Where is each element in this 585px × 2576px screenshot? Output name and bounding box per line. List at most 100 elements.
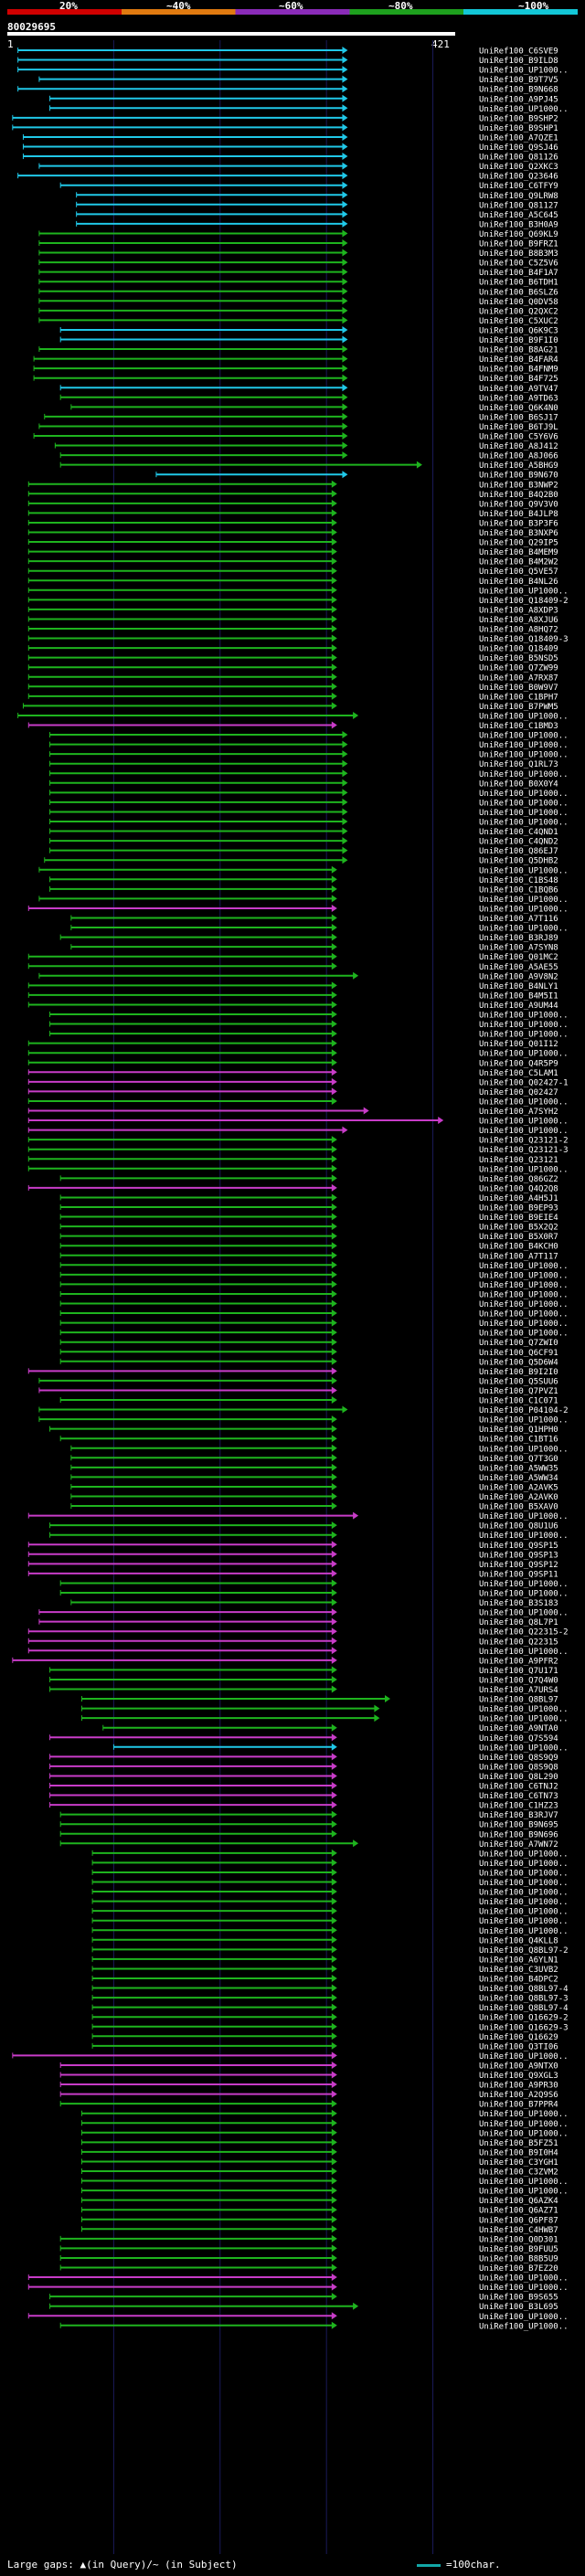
hit-row[interactable]: UniRef100_B3NXP6 xyxy=(27,528,558,539)
hit-row[interactable]: UniRef100_UP1000.. xyxy=(27,1117,569,1127)
hit-row[interactable]: UniRef100_B8B5U9 xyxy=(59,2253,558,2264)
hit-label[interactable]: UniRef100_A7QZE1 xyxy=(479,133,558,143)
hit-row[interactable]: UniRef100_Q9V3V0 xyxy=(27,499,558,510)
hit-row[interactable]: UniRef100_C1BQB6 xyxy=(49,885,558,896)
hit-label[interactable]: UniRef100_B7PWM5 xyxy=(479,703,558,712)
hit-row[interactable]: UniRef100_Q6AZ71 xyxy=(80,2206,558,2216)
hit-row[interactable]: UniRef100_UP1000.. xyxy=(27,1049,569,1059)
hit-label[interactable]: UniRef100_Q6CF91 xyxy=(479,1349,558,1358)
hit-label[interactable]: UniRef100_Q01MC2 xyxy=(479,953,558,962)
hit-row[interactable]: UniRef100_B3RJV7 xyxy=(59,1810,558,1821)
hit-row[interactable]: UniRef100_B6SJ17 xyxy=(44,412,558,423)
hit-row[interactable]: UniRef100_Q7ZWI0 xyxy=(59,1338,558,1349)
hit-label[interactable]: UniRef100_B3NWP2 xyxy=(479,481,558,490)
hit-label[interactable]: UniRef100_UP1000.. xyxy=(479,2274,569,2284)
hit-row[interactable]: UniRef100_UP1000.. xyxy=(80,2128,569,2139)
hit-label[interactable]: UniRef100_UP1000.. xyxy=(479,67,569,76)
hit-row[interactable]: UniRef100_A5C645 xyxy=(76,210,558,220)
hit-row[interactable]: UniRef100_B8B3M3 xyxy=(38,249,558,260)
hit-row[interactable]: UniRef100_UP1000.. xyxy=(91,1907,569,1917)
hit-label[interactable]: UniRef100_C3YGH1 xyxy=(479,2158,558,2168)
hit-row[interactable]: UniRef100_C6TNJ2 xyxy=(49,1782,558,1792)
hit-label[interactable]: UniRef100_Q6AZ71 xyxy=(479,2207,558,2216)
hit-label[interactable]: UniRef100_UP1000.. xyxy=(479,1512,569,1521)
hit-row[interactable]: UniRef100_Q1HPH0 xyxy=(49,1425,558,1436)
hit-label[interactable]: UniRef100_A5BHG9 xyxy=(479,461,558,471)
hit-row[interactable]: UniRef100_Q29IP5 xyxy=(27,538,558,548)
hit-label[interactable]: UniRef100_B4FNM9 xyxy=(479,366,558,375)
hit-label[interactable]: UniRef100_B5X0R7 xyxy=(479,1233,558,1242)
hit-label[interactable]: UniRef100_C3UVB2 xyxy=(479,1966,558,1975)
hit-label[interactable]: UniRef100_C4QND2 xyxy=(479,838,558,847)
hit-label[interactable]: UniRef100_Q18409-3 xyxy=(479,635,569,644)
hit-label[interactable]: UniRef100_Q8BL97-4 xyxy=(479,2004,569,2013)
hit-row[interactable]: UniRef100_Q9SP12 xyxy=(27,1560,558,1570)
hit-label[interactable]: UniRef100_Q29IP5 xyxy=(479,539,558,548)
hit-label[interactable]: UniRef100_UP1000.. xyxy=(479,2322,569,2331)
hit-label[interactable]: UniRef100_B9N668 xyxy=(479,86,558,95)
hit-row[interactable]: UniRef100_Q9SP13 xyxy=(27,1550,558,1561)
hit-row[interactable]: UniRef100_UP1000.. xyxy=(27,1647,569,1657)
hit-label[interactable]: UniRef100_A9PR30 xyxy=(479,2082,558,2091)
hit-label[interactable]: UniRef100_UP1000.. xyxy=(479,1869,569,1878)
hit-label[interactable]: UniRef100_B9N695 xyxy=(479,1821,558,1830)
hit-label[interactable]: UniRef100_Q1HPH0 xyxy=(479,1426,558,1435)
hit-row[interactable]: UniRef100_A9PJ45 xyxy=(49,94,558,105)
hit-row[interactable]: UniRef100_A2Q9S6 xyxy=(59,2090,558,2101)
hit-row[interactable]: UniRef100_UP1000.. xyxy=(91,1878,569,1889)
hit-row[interactable]: UniRef100_B4MEM9 xyxy=(27,547,558,558)
hit-row[interactable]: UniRef100_UP1000.. xyxy=(49,769,569,779)
hit-row[interactable]: UniRef100_UP1000.. xyxy=(59,1280,569,1290)
hit-label[interactable]: UniRef100_B4NL26 xyxy=(479,578,558,587)
hit-row[interactable]: UniRef100_Q18409 xyxy=(27,644,558,654)
hit-row[interactable]: UniRef100_Q0D301 xyxy=(59,2234,558,2245)
hit-row[interactable]: UniRef100_UP1000.. xyxy=(49,789,569,799)
hit-label[interactable]: UniRef100_B9EIE4 xyxy=(479,1214,558,1223)
hit-label[interactable]: UniRef100_B9SHP2 xyxy=(479,114,558,123)
hit-label[interactable]: UniRef100_B9FRZ1 xyxy=(479,240,558,249)
hit-label[interactable]: UniRef100_A6YLN1 xyxy=(479,1956,558,1965)
hit-label[interactable]: UniRef100_UP1000.. xyxy=(479,1860,569,1869)
hit-row[interactable]: UniRef100_Q4Q2Q8 xyxy=(27,1183,558,1194)
hit-label[interactable]: UniRef100_Q7T3G0 xyxy=(479,1455,558,1464)
hit-row[interactable]: UniRef100_UP1000.. xyxy=(49,731,569,741)
hit-row[interactable]: UniRef100_C3UVB2 xyxy=(91,1965,558,1975)
hit-label[interactable]: UniRef100_B4KCH0 xyxy=(479,1243,558,1252)
hit-row[interactable]: UniRef100_B3H0A9 xyxy=(76,219,558,230)
hit-label[interactable]: UniRef100_UP1000.. xyxy=(479,2129,569,2138)
hit-row[interactable]: UniRef100_UP1000.. xyxy=(49,1020,569,1031)
hit-row[interactable]: UniRef100_A8HQ72 xyxy=(27,625,558,635)
hit-row[interactable]: UniRef100_UP1000.. xyxy=(59,1329,569,1339)
hit-row[interactable]: UniRef100_Q16629-3 xyxy=(91,2022,569,2033)
hit-label[interactable]: UniRef100_UP1000.. xyxy=(479,2188,569,2197)
hit-row[interactable]: UniRef100_UP1000.. xyxy=(80,1714,569,1724)
hit-label[interactable]: UniRef100_B4M5I1 xyxy=(479,991,558,1001)
hit-row[interactable]: UniRef100_Q8L290 xyxy=(49,1772,558,1782)
hit-label[interactable]: UniRef100_UP1000.. xyxy=(479,741,569,750)
hit-row[interactable]: UniRef100_Q02427-1 xyxy=(27,1077,569,1088)
hit-row[interactable]: UniRef100_B9ILD8 xyxy=(17,56,558,67)
hit-label[interactable]: UniRef100_B9ILD8 xyxy=(479,57,558,66)
hit-row[interactable]: UniRef100_A9PFR2 xyxy=(12,1656,558,1667)
hit-label[interactable]: UniRef100_Q01I12 xyxy=(479,1040,558,1049)
hit-row[interactable]: UniRef100_C5Z5V6 xyxy=(38,259,558,269)
hit-label[interactable]: UniRef100_A7SYH2 xyxy=(479,1108,558,1117)
hit-label[interactable]: UniRef100_Q9SP11 xyxy=(479,1570,558,1579)
hit-label[interactable]: UniRef100_UP1000.. xyxy=(479,1879,569,1888)
hit-row[interactable]: UniRef100_C3YGH1 xyxy=(80,2157,558,2168)
hit-label[interactable]: UniRef100_Q9SP12 xyxy=(479,1561,558,1570)
hit-row[interactable]: UniRef100_C1BMD3 xyxy=(27,721,558,732)
hit-label[interactable]: UniRef100_Q81127 xyxy=(479,201,558,210)
hit-row[interactable]: UniRef100_UP1000.. xyxy=(59,1270,569,1281)
hit-row[interactable]: UniRef100_UP1000.. xyxy=(38,895,569,905)
hit-label[interactable]: UniRef100_UP1000.. xyxy=(479,105,569,114)
hit-label[interactable]: UniRef100_UP1000.. xyxy=(479,2052,569,2062)
hit-label[interactable]: UniRef100_UP1000.. xyxy=(479,1097,569,1107)
hit-label[interactable]: UniRef100_B9EP93 xyxy=(479,1204,558,1214)
hit-label[interactable]: UniRef100_B0W9V7 xyxy=(479,684,558,693)
hit-label[interactable]: UniRef100_Q7PVZ1 xyxy=(479,1387,558,1396)
hit-row[interactable]: UniRef100_Q8BL97-2 xyxy=(91,1945,569,1956)
hit-label[interactable]: UniRef100_A5C645 xyxy=(479,211,558,220)
hit-label[interactable]: UniRef100_B6SLZ6 xyxy=(479,288,558,297)
hit-row[interactable]: UniRef100_C5XUC2 xyxy=(38,316,558,326)
